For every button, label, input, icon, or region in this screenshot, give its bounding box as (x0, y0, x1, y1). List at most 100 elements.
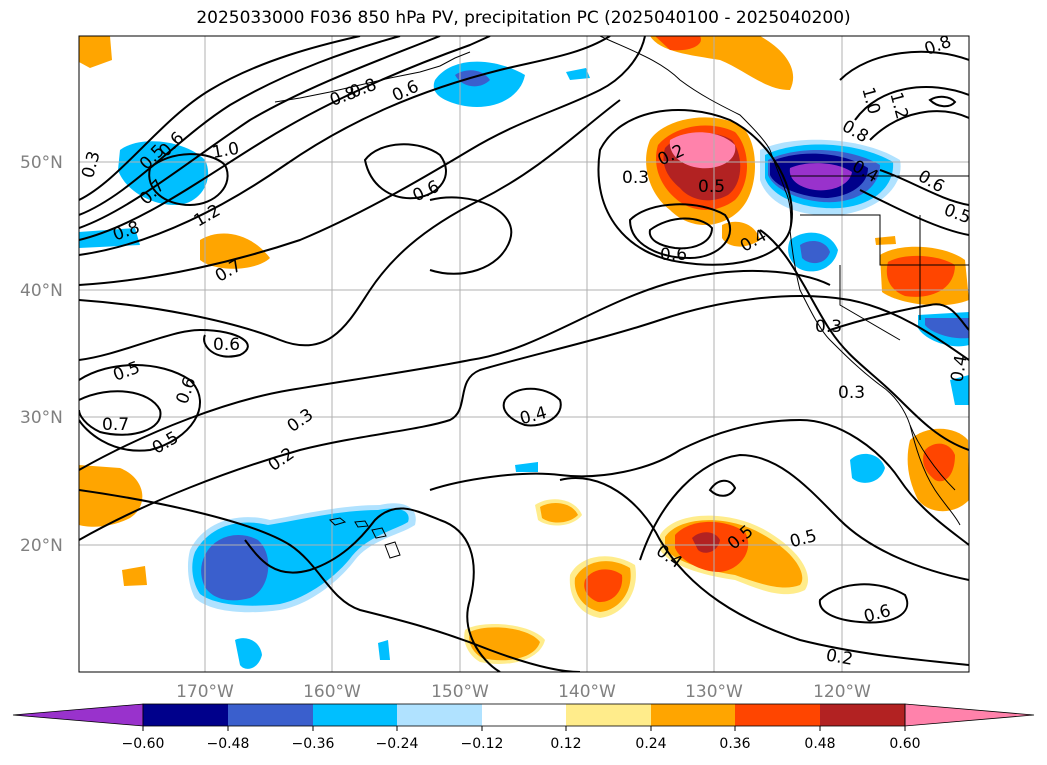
contour-nw3 (79, 36, 441, 229)
colorbar-tick-labels: −0.60 −0.48 −0.36 −0.24 −0.12 0.12 0.24 … (122, 736, 921, 752)
colorbar-tick-label: 0.60 (889, 736, 920, 752)
contour-gulf1 (363, 143, 447, 200)
shade-blue-hi (201, 535, 269, 601)
contour-hi-ring (429, 196, 513, 275)
colorbar-swatch (566, 704, 651, 726)
colorbar-tick-label: −0.24 (376, 736, 419, 752)
contour-ne5 (879, 169, 969, 206)
island-hawaii2 (354, 520, 369, 528)
contour-label: 0.4 (947, 354, 971, 384)
shade-blue-small-goa (566, 68, 590, 80)
contour-w2 (79, 99, 621, 347)
colorbar-frame (142, 703, 906, 727)
shade-orange-nw1 (79, 36, 112, 68)
shade-orange-w (79, 465, 143, 527)
contour-ne4 (928, 95, 957, 108)
contour-sw1 (244, 507, 501, 672)
shade-blue-nw-strait (79, 228, 140, 248)
colorbar-tick-label: 0.36 (719, 736, 750, 752)
contour-w4 (79, 364, 202, 452)
contour-se4 (708, 479, 737, 497)
colorbar-swatch (482, 704, 566, 726)
contour-w3 (79, 328, 249, 361)
lon-tick-label: 170°W (176, 682, 234, 702)
map-title: 2025033000 F036 850 hPa PV, precipitatio… (196, 8, 851, 28)
colorbar-swatch (735, 704, 820, 726)
shade-lightblue-hi2 (235, 638, 262, 669)
colorbar-tick-label: 0.24 (635, 736, 666, 752)
border-states1 (800, 214, 969, 266)
contour-label: 0.6 (213, 335, 240, 355)
lon-ticks: 170°W 160°W 150°W 140°W 130°W 120°W (176, 682, 871, 702)
shade-pink-bc (669, 132, 736, 169)
contour-nw2 (79, 36, 401, 216)
colorbar-swatch (143, 704, 228, 726)
shade-orange-hi1 (122, 566, 147, 586)
lat-tick-label: 20°N (20, 536, 63, 556)
lon-tick-label: 120°W (813, 682, 871, 702)
shade-blue-small-mid (850, 453, 885, 483)
contour-bc2 (628, 203, 731, 260)
shade-red-nv (886, 255, 955, 297)
contour-mid5 (502, 387, 562, 427)
contour-mid1 (79, 269, 831, 471)
colorbar-tick-label: −0.48 (207, 736, 250, 752)
contour-bc3 (648, 217, 714, 250)
contour-label: 0.3 (622, 168, 649, 188)
lon-tick-label: 160°W (303, 682, 361, 702)
contour-ne6 (859, 189, 969, 236)
contour-label: 1.0 (211, 139, 241, 163)
contour-ne3 (869, 110, 969, 141)
contour-label: 0.3 (815, 317, 842, 337)
contour-label: 0.3 (838, 383, 865, 403)
lat-tick-label: 30°N (20, 408, 63, 428)
shade-red-baja (923, 443, 955, 482)
contour-mid4 (429, 418, 969, 546)
contour-se2 (559, 477, 969, 666)
contour-se3 (818, 583, 909, 624)
shade-orange-nw2 (200, 233, 270, 269)
shade-blue-sca2 (925, 318, 969, 339)
coast-aleutians (274, 51, 471, 103)
lon-tick-label: 130°W (685, 682, 743, 702)
contour-label: 0.5 (698, 177, 725, 197)
lat-ticks: 50°N 40°N 30°N 20°N (20, 153, 63, 556)
colorbar: −0.60 −0.48 −0.36 −0.24 −0.12 0.12 0.24 … (12, 703, 1035, 752)
colorbar-swatch (651, 704, 735, 726)
contour-w1 (79, 36, 646, 286)
colorbar-tick-label: 0.12 (550, 736, 581, 752)
shade-blue-tiny2 (515, 462, 538, 472)
contour-w5 (79, 390, 162, 436)
lon-tick-label: 140°W (558, 682, 616, 702)
colorbar-ticks (142, 726, 906, 731)
contour-nw4 (79, 36, 491, 241)
shade-blue-nca (800, 240, 830, 264)
shade-orange-bc2 (722, 221, 760, 247)
contour-label: 0.6 (660, 245, 687, 265)
colorbar-tick-label: −0.36 (292, 736, 335, 752)
shade-orange-st4 (469, 627, 540, 661)
lat-tick-label: 50°N (20, 153, 63, 173)
contour-mid3 (79, 489, 581, 672)
island-hawaii4 (384, 541, 401, 559)
lon-tick-label: 150°W (431, 682, 489, 702)
shade-red-st2 (584, 569, 623, 603)
coast-westus (789, 229, 956, 491)
contour-ne1 (839, 50, 969, 81)
contour-mid2 (79, 295, 969, 541)
colorbar-extend-high (904, 703, 1035, 727)
colorbar-swatch (820, 704, 905, 726)
contour-ne2 (854, 86, 969, 121)
shade-darkred-st3 (692, 532, 720, 553)
colorbar-extend-low (12, 703, 144, 727)
colorbar-swatch (313, 704, 397, 726)
contour-label: 0.7 (102, 415, 129, 435)
colorbar-tick-label: −0.60 (122, 736, 165, 752)
shade-blue-baja (950, 375, 969, 405)
colorbar-swatch (397, 704, 482, 726)
contour-se1 (639, 453, 969, 581)
shade-orange-st1 (540, 503, 578, 523)
colorbar-tick-label: −0.12 (461, 736, 504, 752)
coast-baja (909, 424, 961, 526)
